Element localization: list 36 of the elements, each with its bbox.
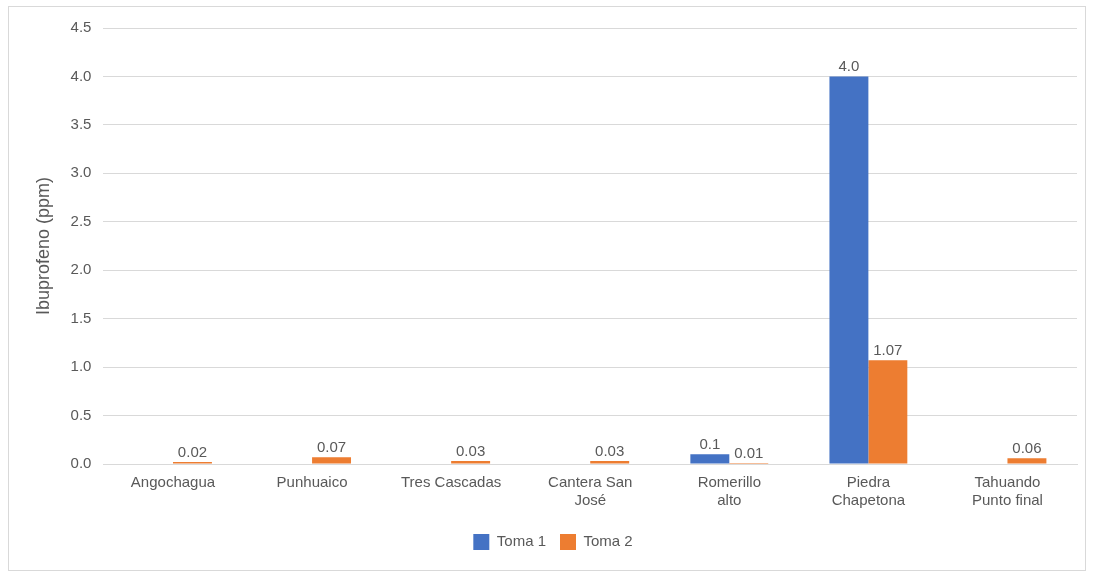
y-tick-label: 4.5 xyxy=(70,18,92,36)
legend-label: Toma 1 xyxy=(496,532,547,550)
data-label: 0.02 xyxy=(177,442,208,460)
bar xyxy=(312,457,352,464)
y-tick-label: 3.0 xyxy=(70,163,92,181)
y-tick-label: 0.0 xyxy=(70,454,92,472)
bar xyxy=(868,360,908,464)
bar xyxy=(451,461,491,464)
bar xyxy=(829,76,869,464)
data-label: 0.03 xyxy=(456,441,486,459)
x-tick-label: Cantera San José xyxy=(548,473,633,509)
y-tick-label: 3.5 xyxy=(70,115,92,133)
data-label: 0.03 xyxy=(595,441,625,459)
y-axis-title: Ibuprofeno (ppm) xyxy=(32,176,53,316)
legend-label: Toma 2 xyxy=(583,532,633,550)
y-tick-label: 0.5 xyxy=(70,405,92,423)
data-label: 0.07 xyxy=(316,437,347,455)
x-tick-label: Angochagua xyxy=(130,473,216,491)
data-label: 0.1 xyxy=(699,434,721,452)
data-label: 0.06 xyxy=(1012,438,1042,456)
bar xyxy=(690,454,730,464)
y-tick-label: 4.0 xyxy=(70,66,92,84)
bar xyxy=(590,461,630,464)
x-tick-label: Tahuando Punto final xyxy=(972,473,1043,509)
data-label: 4.0 xyxy=(838,57,860,75)
x-tick-label: Romerillo alto xyxy=(697,473,761,509)
x-tick-label: Tres Cascadas xyxy=(400,473,502,491)
bar xyxy=(1007,458,1047,464)
x-tick-label: Piedra Chapetona xyxy=(831,473,906,509)
y-tick-label: 1.5 xyxy=(70,308,92,326)
data-label: 0.01 xyxy=(734,443,764,461)
data-label: 1.07 xyxy=(873,340,903,358)
x-tick-label: Punhuaico xyxy=(276,473,348,491)
y-tick-label: 1.0 xyxy=(70,357,92,375)
y-tick-label: 2.5 xyxy=(70,211,92,229)
y-tick-label: 2.0 xyxy=(70,260,92,278)
